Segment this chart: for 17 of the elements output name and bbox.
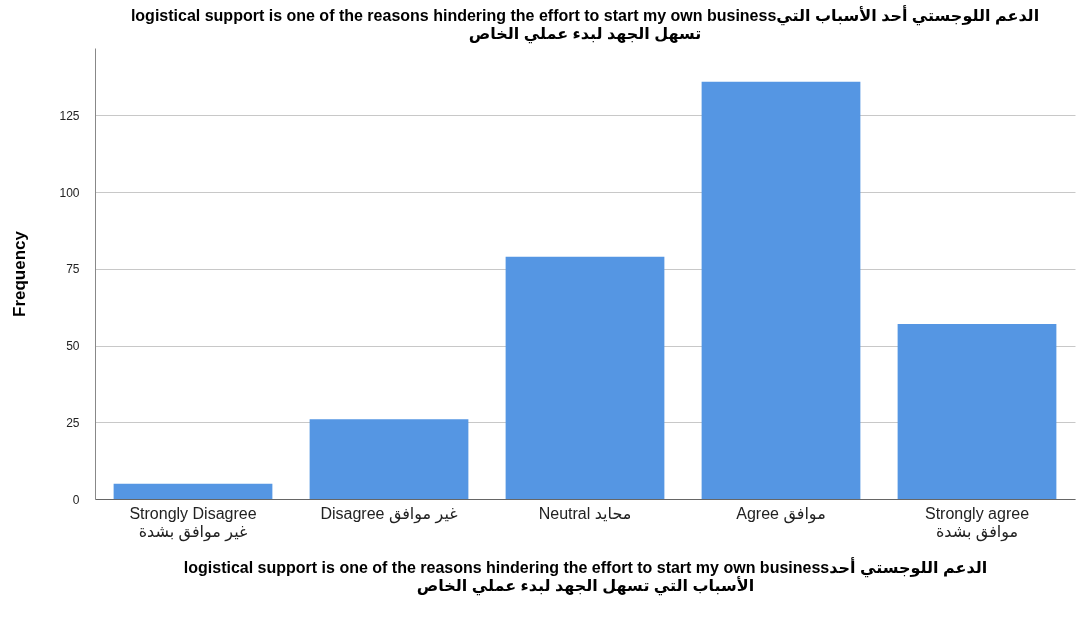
x-tick-label: Disagree غير موافق [320,504,458,524]
y-tick-label: 0 [72,492,80,507]
bar [113,483,273,499]
chart-title: logistical support is one of the reasons hindering the effort to start my own businessالدعم اللوجستي أحد الأسباب التي تسهل الجهد لبدء عملي الخاص [130,5,1040,44]
bar [309,419,469,499]
y-tick-label: 50 [66,339,80,354]
bar [897,324,1057,499]
x-tick-label: Agree موافق [736,504,826,524]
x-tick-label: Neutral محايد [538,504,632,522]
y-tick-label: 25 [66,415,80,430]
bar [505,256,665,499]
y-axis-title: Frequency [10,230,30,317]
x-axis-title: logistical support is one of the reasons hindering the effort to start my own businessالدعم اللوجستي أحد الأسباب التي تسهل الجهد لبدء عملي الخاص [183,556,988,596]
y-tick-label: 125 [59,109,80,123]
y-tick-label: 75 [66,262,80,277]
bar [701,81,861,499]
y-tick-label: 100 [59,185,80,200]
